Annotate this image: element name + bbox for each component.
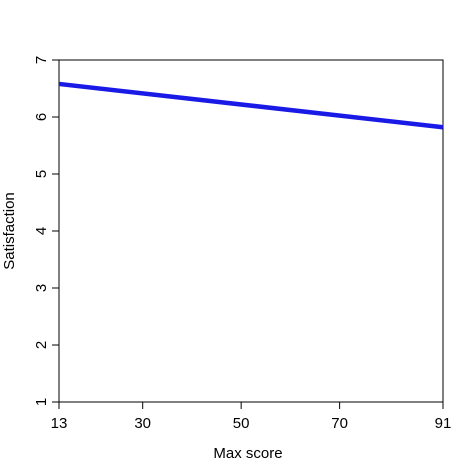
- x-tick-label: 30: [134, 415, 151, 432]
- line: [58, 81, 444, 130]
- y-tick-label: 5: [33, 170, 50, 178]
- x-tick-label: 91: [435, 415, 452, 432]
- x-axis-label: Max score: [213, 445, 282, 462]
- x-tick-label: 13: [51, 415, 68, 432]
- x-tick-label: 70: [331, 415, 348, 432]
- y-tick-label: 1: [33, 398, 50, 406]
- y-tick-label: 4: [33, 227, 50, 235]
- y-tick-label: 2: [33, 341, 50, 349]
- y-axis-label: Satisfaction: [1, 192, 18, 270]
- y-tick-label: 7: [33, 56, 50, 64]
- y-tick-label: 6: [33, 113, 50, 121]
- x-tick-label: 50: [233, 415, 250, 432]
- plot-frame: [58, 59, 444, 403]
- y-tick-label: 3: [33, 284, 50, 292]
